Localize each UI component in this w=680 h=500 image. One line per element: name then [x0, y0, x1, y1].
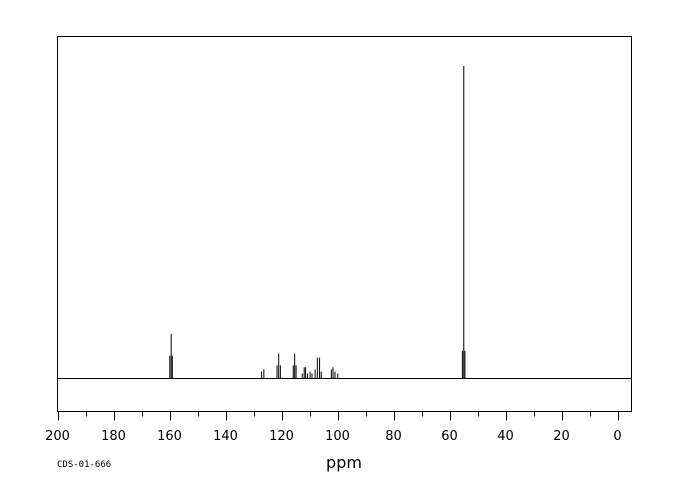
- peak-group: [169, 66, 466, 379]
- tick-label-140: 140: [213, 429, 238, 444]
- x-axis-title: ppm: [326, 453, 362, 472]
- tick-label-180: 180: [101, 429, 126, 444]
- tick-label-200: 200: [45, 429, 70, 444]
- tick-label-100: 100: [325, 429, 350, 444]
- tick-label-60: 60: [441, 429, 458, 444]
- x-axis-tick-labels: 200 180 160 140 120 100 80 60 40 20 0: [45, 429, 622, 444]
- tick-label-160: 160: [157, 429, 182, 444]
- tick-label-120: 120: [269, 429, 294, 444]
- tick-label-0: 0: [613, 429, 621, 444]
- x-axis-ticks: [58, 411, 619, 421]
- plot-frame: [57, 36, 632, 412]
- sample-id-label: CDS-01-666: [57, 460, 111, 470]
- tick-label-20: 20: [553, 429, 570, 444]
- tick-label-80: 80: [385, 429, 402, 444]
- tick-label-40: 40: [497, 429, 514, 444]
